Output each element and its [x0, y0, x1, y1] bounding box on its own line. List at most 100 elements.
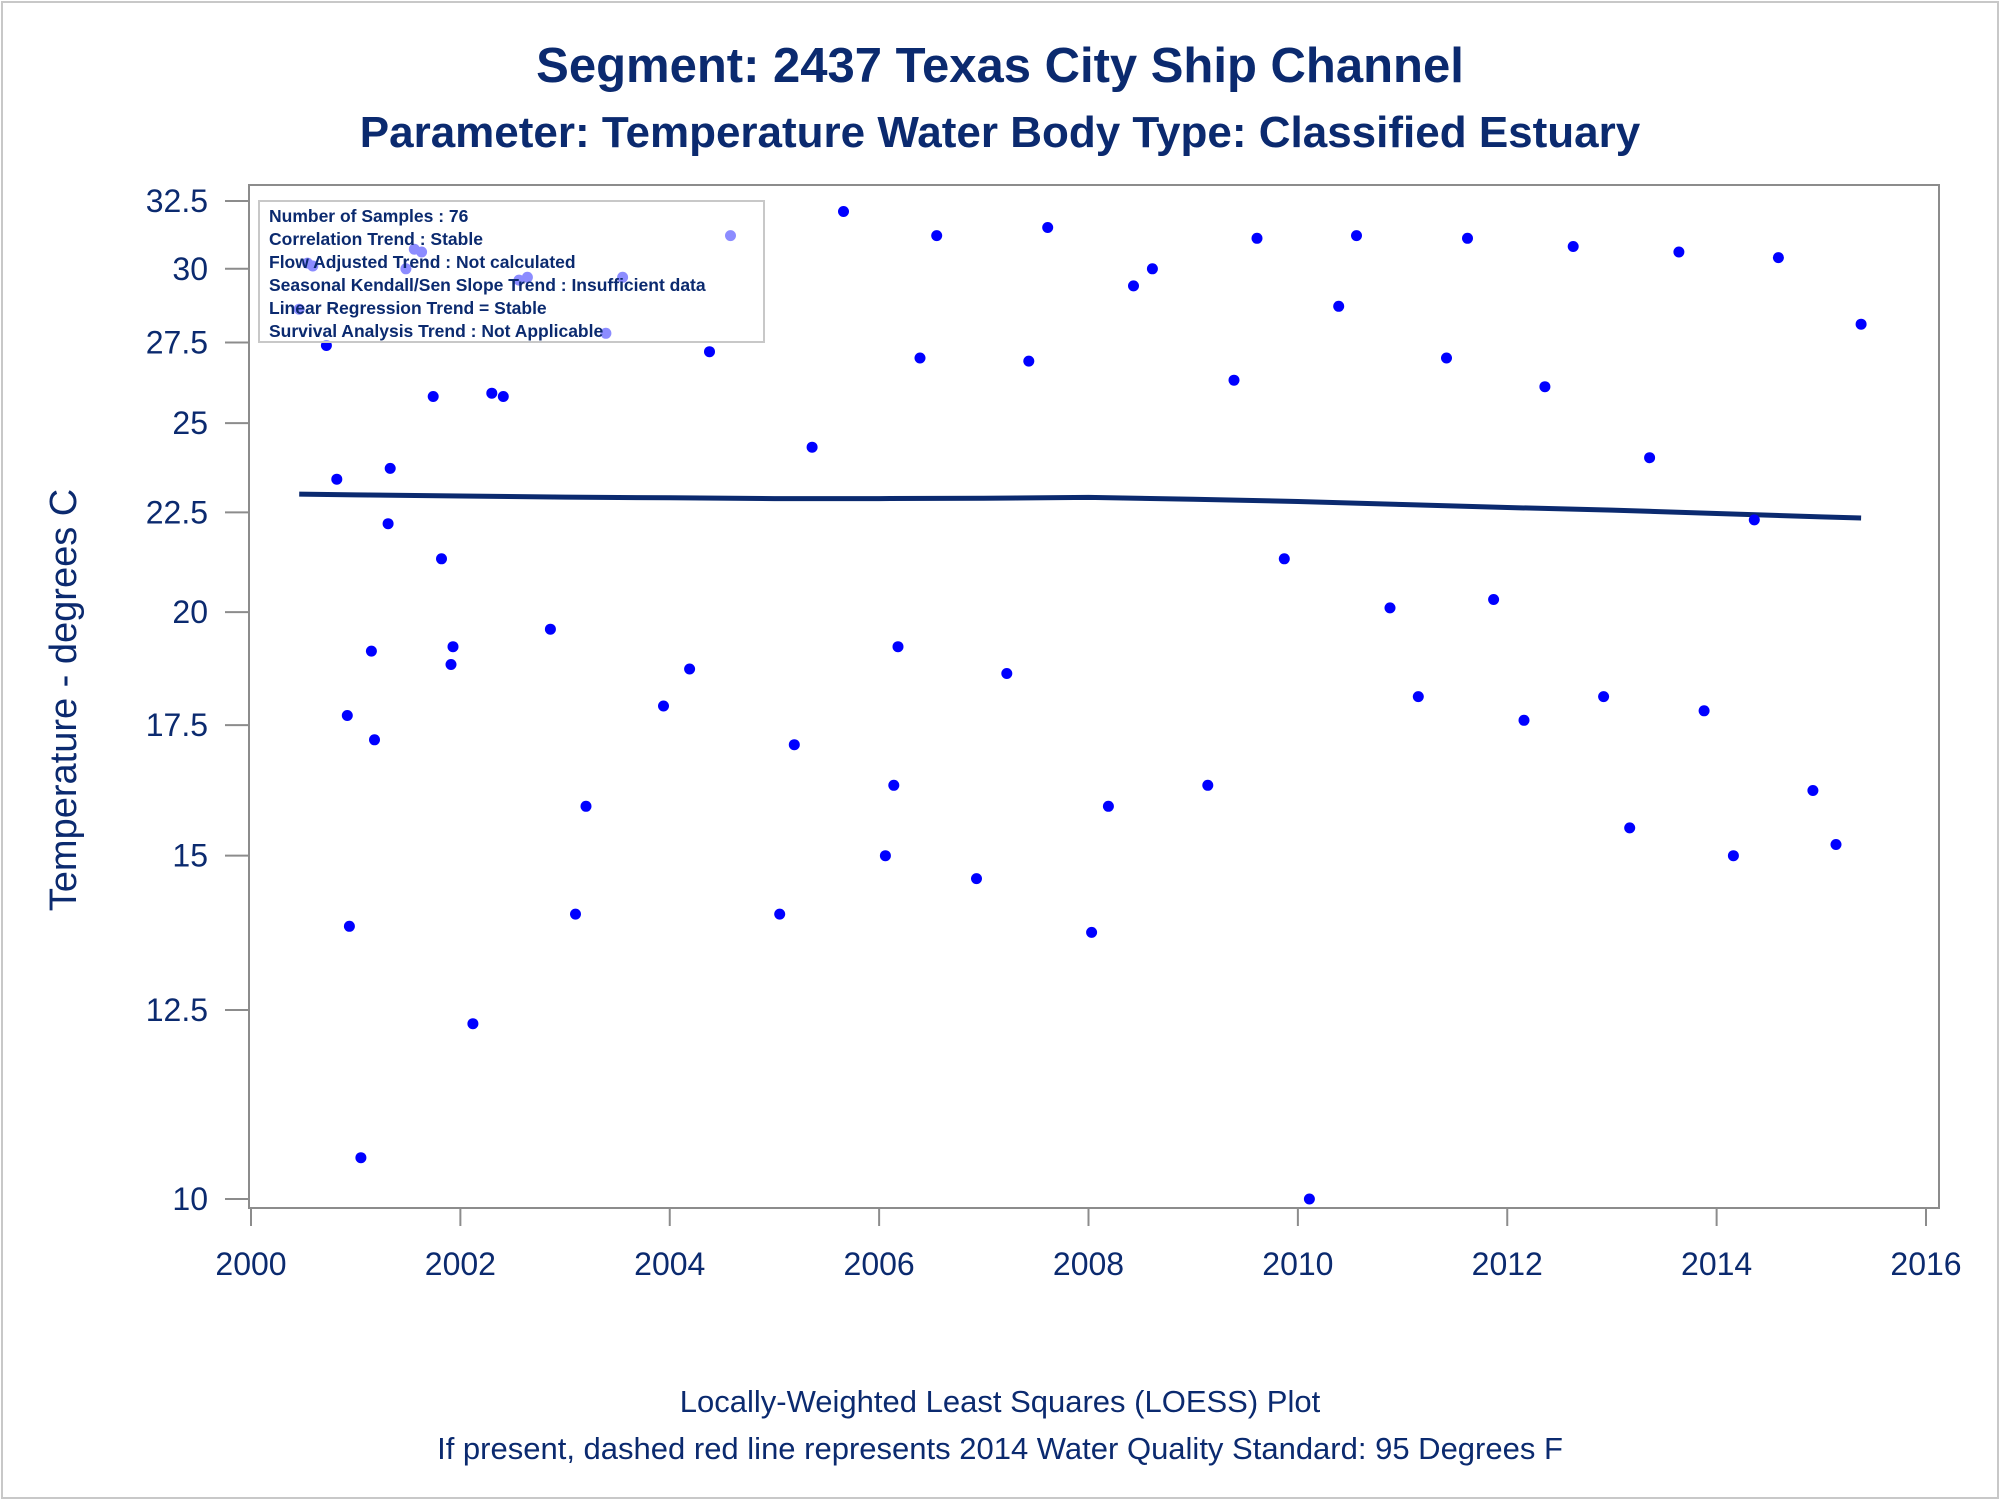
trend-info-inset: Number of Samples : 76 Correlation Trend… [258, 200, 765, 343]
x-tick-label: 2014 [1681, 1246, 1752, 1282]
data-point [1518, 714, 1530, 726]
x-tick-label: 2010 [1262, 1246, 1333, 1282]
data-point [427, 391, 439, 402]
data-point [331, 473, 343, 485]
x-tick-label: 2016 [1890, 1246, 1961, 1282]
data-point [892, 641, 904, 653]
footnote-loess: Locally-Weighted Least Squares (LOESS) P… [680, 1384, 1321, 1419]
loess-line-layer [299, 491, 1862, 521]
data-point [914, 352, 926, 364]
x-tick-label: 2004 [634, 1246, 705, 1282]
y-tick-label: 27.5 [146, 324, 208, 360]
data-point [369, 734, 380, 746]
data-point [1727, 850, 1739, 862]
data-point [1086, 926, 1098, 938]
data-point [1102, 800, 1114, 812]
data-point [1698, 705, 1710, 717]
data-point [1488, 594, 1500, 605]
data-point [467, 1018, 479, 1030]
data-point [382, 518, 394, 530]
data-point [445, 659, 457, 670]
data-point [1539, 381, 1551, 393]
data-point [1251, 232, 1263, 244]
data-point [931, 230, 943, 242]
data-point [1748, 514, 1760, 526]
data-point [774, 908, 786, 920]
data-point [1624, 822, 1636, 834]
plot-area [248, 184, 1940, 1209]
data-point [1830, 839, 1842, 850]
data-point [1128, 280, 1139, 292]
data-point [658, 700, 669, 712]
inset-line: Flow Adjusted Trend : Not calculated [269, 252, 576, 272]
inset-line: Seasonal Kendall/Sen Slope Trend : Insuf… [269, 275, 706, 295]
y-tick-label: 15 [172, 838, 208, 874]
data-point [436, 553, 447, 565]
y-tick-label: 10 [172, 1181, 208, 1217]
data-point [838, 206, 849, 217]
y-axis: 10 12.5 15 17.5 20 22.5 25 27.5 30 32.5 [146, 183, 249, 1217]
y-tick-label: 12.5 [146, 992, 208, 1028]
chart-title: Segment: 2437 Texas City Ship Channel [536, 39, 1464, 93]
y-tick-label: 22.5 [146, 494, 208, 530]
data-point [1228, 374, 1240, 386]
data-point [1412, 691, 1424, 703]
data-point [1598, 691, 1610, 703]
data-point [343, 920, 355, 932]
scatter-points-layer [293, 206, 1867, 1205]
x-tick-label: 2006 [844, 1246, 915, 1282]
data-point [971, 873, 982, 885]
y-tick-label: 32.5 [146, 183, 208, 219]
x-tick-label: 2008 [1053, 1246, 1124, 1282]
data-point [1855, 318, 1867, 330]
y-tick-label: 25 [172, 405, 208, 441]
data-point [879, 850, 891, 862]
data-point [570, 908, 581, 920]
y-axis-label: Temperature - degrees C [43, 489, 85, 911]
data-point [1772, 252, 1784, 264]
data-point [1567, 241, 1579, 252]
x-tick-label: 2002 [425, 1246, 496, 1282]
inset-box [258, 200, 765, 343]
data-point [1673, 246, 1685, 258]
data-point [684, 663, 696, 675]
data-point [1807, 785, 1819, 796]
data-point [1333, 300, 1345, 312]
x-axis: 2000 2002 2004 2006 2008 2010 2012 2014 2016 [215, 1208, 1962, 1282]
data-point [544, 623, 556, 635]
data-point [1303, 1193, 1315, 1205]
data-point [1278, 553, 1290, 565]
data-point [704, 346, 715, 358]
inset-line: Number of Samples : 76 [269, 206, 469, 226]
data-point [1146, 263, 1158, 275]
data-point [365, 645, 377, 657]
y-tick-label: 17.5 [146, 707, 208, 743]
chart-subtitle: Parameter: Temperature Water Body Type: … [360, 108, 1641, 157]
data-point [580, 800, 592, 812]
data-point [384, 462, 396, 474]
data-point [1042, 222, 1054, 233]
data-point [1351, 230, 1362, 242]
x-tick-label: 2012 [1472, 1246, 1543, 1282]
data-point [788, 739, 800, 751]
inset-line: Survival Analysis Trend : Not Applicable [269, 321, 603, 341]
data-point [447, 641, 459, 653]
data-point [1023, 355, 1035, 367]
data-point [1462, 232, 1473, 244]
x-tick-label: 2000 [215, 1246, 286, 1282]
inset-line: Linear Regression Trend = Stable [269, 298, 547, 318]
data-point [1644, 452, 1656, 464]
data-point [486, 387, 498, 399]
y-tick-label: 30 [172, 251, 208, 287]
data-point [1384, 602, 1396, 614]
data-point [888, 779, 900, 791]
data-point [1441, 352, 1452, 364]
data-point [497, 391, 509, 402]
data-point [1202, 779, 1214, 791]
data-point [1001, 668, 1013, 679]
loess-line [299, 491, 1862, 521]
data-point [806, 441, 818, 453]
data-point [355, 1152, 367, 1164]
